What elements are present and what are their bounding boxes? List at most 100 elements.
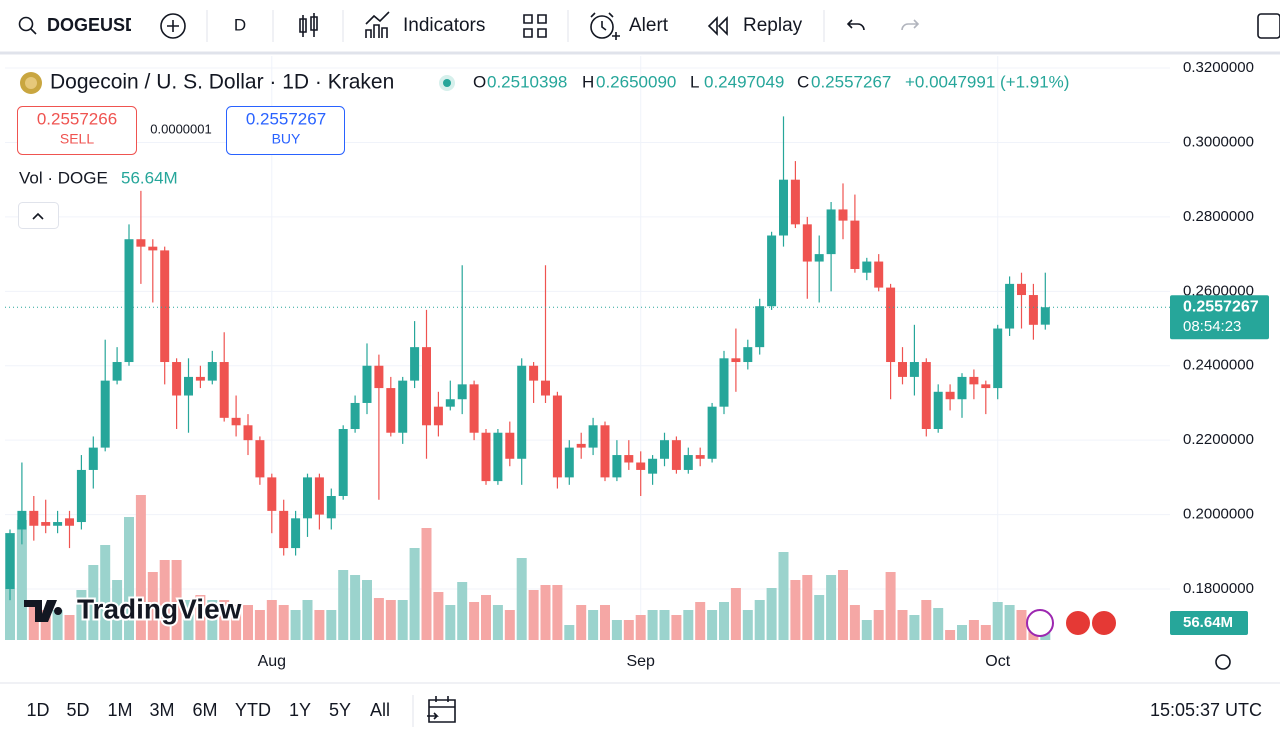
panel-icon[interactable] [1257, 13, 1280, 39]
volume-bar [826, 575, 837, 640]
volume-bar [564, 625, 575, 640]
range-button[interactable]: All [370, 700, 390, 720]
clock[interactable]: 15:05:37 UTC [1150, 700, 1262, 720]
candle-body [612, 455, 622, 478]
candle-body [76, 469, 86, 523]
volume-bar [814, 595, 825, 640]
y-tick-label: 0.3200000 [1183, 59, 1254, 76]
volume-bar [492, 605, 503, 640]
candle-body [29, 510, 39, 526]
x-tick-label: Oct [985, 653, 1010, 670]
volume-bar [135, 495, 146, 640]
volume-bar [373, 598, 384, 640]
interval[interactable]: D [234, 15, 246, 34]
sell-button[interactable] [17, 106, 137, 155]
ohlc-value: 0.2510398 [487, 72, 567, 91]
redo-icon[interactable] [901, 19, 920, 31]
candle-body [552, 395, 562, 478]
toolbar: DOGEUSD D Indicators Alert Replay [18, 10, 1280, 42]
range-button[interactable]: 5Y [329, 700, 351, 720]
volume-bar [588, 610, 599, 640]
buy-price: 0.2557267 [246, 109, 326, 128]
chart-type-icon[interactable] [299, 13, 318, 37]
candle-body [945, 391, 955, 400]
volume-bar [968, 620, 979, 640]
candle-body [981, 384, 991, 389]
assistant-icon[interactable] [1026, 609, 1054, 637]
replay-icon[interactable] [707, 16, 728, 36]
candle-body [445, 399, 455, 407]
volume-bar [552, 585, 563, 640]
volume-bar [921, 600, 932, 640]
volume-bar [647, 610, 658, 640]
candle-body [933, 391, 943, 430]
symbol[interactable]: DOGEUSD [47, 15, 138, 35]
range-button[interactable]: 1M [107, 700, 132, 720]
volume-bar [112, 580, 123, 640]
candle-body [207, 362, 217, 381]
range-button[interactable]: 1Y [289, 700, 311, 720]
volume-bar [76, 590, 87, 640]
last-price-tag [1170, 295, 1269, 340]
candle-body [350, 402, 360, 430]
volume-bar [302, 600, 313, 640]
volume-bar [290, 610, 301, 640]
volume-bar [195, 595, 206, 640]
indicators-button[interactable]: Indicators [403, 15, 485, 36]
volume-bar [314, 610, 325, 640]
undo-icon[interactable] [846, 19, 865, 31]
volume-bar [540, 585, 551, 640]
candle-body [755, 306, 765, 348]
search-icon[interactable] [18, 16, 34, 32]
candle-body [17, 510, 27, 530]
candle-body [1028, 295, 1038, 325]
range-button[interactable]: 3M [149, 700, 174, 720]
compare-icon[interactable] [160, 13, 186, 39]
ohlc-value: 0.2497049 [704, 72, 784, 91]
candle-body [576, 443, 586, 448]
range-button[interactable]: YTD [235, 700, 271, 720]
range-button[interactable]: 6M [192, 700, 217, 720]
alert-icon[interactable] [590, 15, 614, 39]
goto-date-icon[interactable] [427, 696, 456, 723]
replay-button[interactable]: Replay [743, 15, 803, 36]
volume-bar [421, 528, 432, 640]
candle-body [303, 477, 312, 519]
candle-body [648, 458, 658, 474]
candle-body [814, 254, 824, 262]
x-tick-label: Sep [626, 653, 655, 670]
candle-body [517, 365, 527, 459]
candle-body [493, 432, 503, 482]
alert-button[interactable]: Alert [629, 15, 669, 36]
candle-body [362, 365, 372, 403]
candle-body [671, 440, 681, 470]
buy-button[interactable] [226, 106, 345, 155]
candle-body [267, 477, 277, 511]
layout-icon[interactable] [523, 14, 547, 38]
range-button[interactable]: 5D [66, 700, 89, 720]
indicators-icon[interactable] [365, 11, 390, 38]
volume-bar [516, 558, 527, 640]
candle-body [802, 224, 812, 262]
x-tick-label: Aug [258, 653, 286, 670]
candle-body [886, 287, 896, 363]
last-volume-tag [1170, 611, 1248, 635]
candle-body [874, 261, 884, 288]
candle-body [100, 380, 110, 448]
candle-body [124, 239, 134, 363]
volume-legend-label: Vol · DOGE [19, 168, 108, 187]
range-button[interactable]: 1D [26, 700, 49, 720]
candle-body [850, 220, 860, 269]
y-tick-label: 0.2400000 [1183, 357, 1254, 374]
settings-icon[interactable] [1215, 654, 1231, 670]
buy-label: BUY [272, 131, 301, 147]
candle-body [1005, 283, 1015, 329]
candle-body [779, 179, 788, 236]
candle-body [374, 365, 384, 389]
volume-bar [861, 620, 872, 640]
candle-body [1017, 283, 1026, 296]
volume-bar [766, 588, 777, 640]
volume-bar [754, 600, 765, 640]
candle-body [160, 250, 170, 363]
